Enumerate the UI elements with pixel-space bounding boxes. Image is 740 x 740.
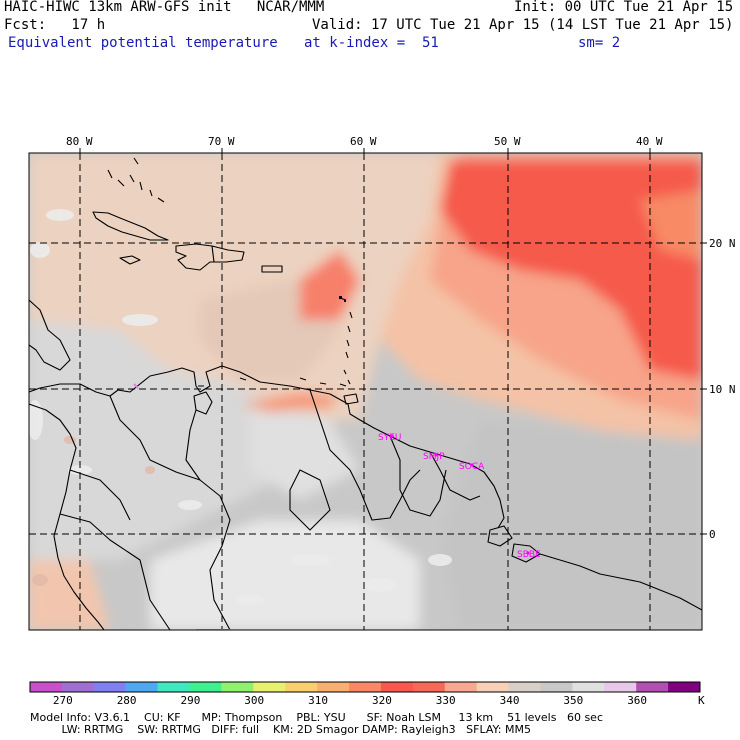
colorbar-swatch bbox=[30, 682, 63, 692]
colorbar-tick-label: 360 bbox=[627, 694, 647, 707]
colorbar-tick-label: 350 bbox=[563, 694, 583, 707]
colorbar-swatch bbox=[93, 682, 127, 692]
plot-frame bbox=[28, 152, 703, 631]
lat-label-10n: 10 N bbox=[709, 383, 736, 396]
colorbar-swatch bbox=[540, 682, 573, 692]
colorbar-swatch bbox=[61, 682, 95, 692]
colorbar-labels: 270 280 290 300 310 320 330 340 350 360 bbox=[53, 694, 647, 707]
colorbar-tick-label: 330 bbox=[436, 694, 456, 707]
coastlines bbox=[29, 157, 702, 630]
colorbar-swatch bbox=[412, 682, 446, 692]
header-field-name: Equivalent potential temperature bbox=[8, 35, 278, 51]
lat-label-20n: 20 N bbox=[709, 237, 736, 250]
header-forecast-hour: Fcst: 17 h bbox=[4, 17, 106, 33]
colorbar-swatch bbox=[189, 682, 222, 692]
colorbar-unit: K bbox=[698, 694, 705, 707]
header-model-title: HAIC-HIWC 13km ARW-GFS init NCAR/MMM bbox=[4, 0, 325, 15]
lon-label-70w: 70 W bbox=[208, 135, 235, 148]
lon-label-50w: 50 W bbox=[494, 135, 521, 148]
lat-label-0: 0 bbox=[709, 528, 716, 541]
header-init-time: Init: 00 UTC Tue 21 Apr 15 bbox=[514, 0, 734, 15]
lon-label-60w: 60 W bbox=[350, 135, 377, 148]
lon-label-80w: 80 W bbox=[66, 135, 93, 148]
colorbar-swatch bbox=[253, 682, 286, 692]
colorbar-frame bbox=[29, 681, 701, 693]
colorbar-swatch bbox=[604, 682, 637, 692]
colorbar-swatch bbox=[349, 682, 382, 692]
colorbar-swatch bbox=[157, 682, 190, 692]
station-label-smjp: SMJP bbox=[423, 452, 445, 462]
station-label-soca: SOCA bbox=[459, 462, 485, 472]
lon-label-40w: 40 W bbox=[636, 135, 663, 148]
station-label-syeu: SYEU bbox=[378, 433, 401, 443]
station-label-sbbe: SBBE bbox=[517, 550, 541, 560]
colorbar-swatch bbox=[668, 682, 701, 692]
colorbar-tick-label: 290 bbox=[181, 694, 201, 707]
footer-physics-info: LW: RRTMG SW: RRTMG DIFF: full KM: 2D Sm… bbox=[30, 723, 531, 736]
header-smoothing: sm= 2 bbox=[578, 35, 621, 51]
header-valid-time: Valid: 17 UTC Tue 21 Apr 15 (14 LST Tue … bbox=[312, 17, 734, 33]
colorbar bbox=[29, 681, 701, 693]
colorbar-tick-label: 270 bbox=[53, 694, 73, 707]
header-level: at k-index = 51 bbox=[304, 35, 439, 51]
colorbar-swatch bbox=[380, 682, 414, 692]
colorbar-swatch bbox=[221, 682, 254, 692]
colorbar-tick-label: 320 bbox=[372, 694, 392, 707]
colorbar-tick-label: 310 bbox=[308, 694, 328, 707]
theta-e-field: SYEU SMJP SOCA SBBE bbox=[29, 153, 702, 630]
colorbar-swatch bbox=[636, 682, 669, 692]
graticule bbox=[29, 153, 702, 630]
colorbar-swatch bbox=[572, 682, 605, 692]
colorbar-tick-label: 280 bbox=[117, 694, 137, 707]
colorbar-swatch bbox=[476, 682, 509, 692]
colorbar-swatch bbox=[444, 682, 477, 692]
colorbar-swatch bbox=[508, 682, 541, 692]
colorbar-tick-label: 300 bbox=[244, 694, 264, 707]
colorbar-swatch bbox=[285, 682, 318, 692]
colorbar-swatch bbox=[317, 682, 350, 692]
footer-model-info: Model Info: V3.6.1 CU: KF MP: Thompson P… bbox=[30, 711, 603, 724]
axis-ticks bbox=[79, 148, 707, 535]
colorbar-swatch bbox=[125, 682, 158, 692]
colorbar-tick-label: 340 bbox=[500, 694, 520, 707]
